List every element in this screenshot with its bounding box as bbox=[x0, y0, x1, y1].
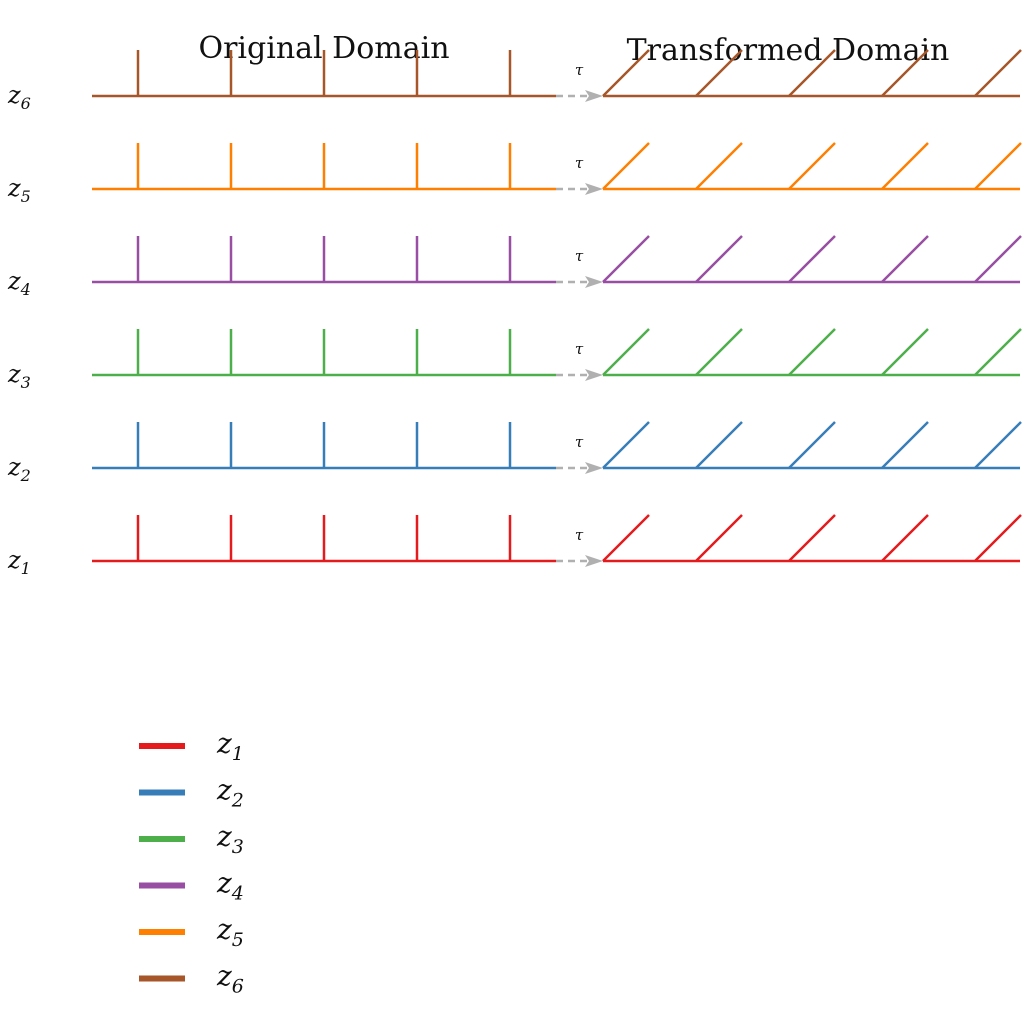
legend-item-z2: z2 bbox=[139, 774, 244, 812]
transform-arrow-head bbox=[585, 555, 603, 567]
transformed-tick bbox=[788, 49, 836, 97]
transform-arrow-head bbox=[585, 462, 603, 474]
tau-label: τ bbox=[575, 154, 584, 172]
row-label-subscript: 3 bbox=[21, 373, 31, 392]
legend-label-subscript: 6 bbox=[232, 976, 244, 998]
tau-label: τ bbox=[575, 433, 584, 451]
row-label-z5: z5 bbox=[7, 174, 31, 206]
transformed-tick bbox=[974, 49, 1022, 97]
row-label-subscript: 5 bbox=[21, 187, 31, 206]
transformed-tick bbox=[788, 421, 836, 469]
tau-label: τ bbox=[575, 526, 584, 544]
transformed-tick bbox=[974, 328, 1022, 376]
legend-label: z1 bbox=[216, 727, 244, 765]
transformed-tick bbox=[602, 49, 650, 97]
legend-item-z4: z4 bbox=[139, 867, 244, 905]
transformed-tick bbox=[695, 421, 743, 469]
legend-label: z4 bbox=[216, 867, 244, 905]
tau-label: τ bbox=[575, 61, 584, 79]
row-label-subscript: 4 bbox=[20, 280, 31, 299]
transformed-tick bbox=[695, 514, 743, 562]
transformed-tick bbox=[881, 328, 929, 376]
transform-arrow-head bbox=[585, 369, 603, 381]
transformed-tick bbox=[695, 142, 743, 190]
transformed-tick bbox=[974, 421, 1022, 469]
legend-label: z3 bbox=[216, 820, 244, 858]
legend-item-z6: z6 bbox=[139, 960, 244, 998]
transformed-tick bbox=[602, 328, 650, 376]
row-label-letter: z bbox=[7, 360, 21, 388]
row-label-subscript: 6 bbox=[21, 94, 31, 113]
transformed-tick bbox=[881, 49, 929, 97]
transformed-tick bbox=[788, 142, 836, 190]
legend-label-letter: z bbox=[216, 820, 232, 853]
transformed-tick bbox=[695, 328, 743, 376]
row-z2: z2 τ bbox=[7, 421, 1022, 485]
tau-label: τ bbox=[575, 247, 584, 265]
row-z1: z1 τ bbox=[7, 514, 1022, 578]
transformed-tick bbox=[974, 142, 1022, 190]
row-label-z3: z3 bbox=[7, 360, 31, 392]
row-label-z6: z6 bbox=[7, 81, 31, 113]
legend-label-letter: z bbox=[216, 774, 232, 807]
legend-label-subscript: 5 bbox=[232, 929, 244, 951]
transform-arrow-head bbox=[585, 183, 603, 195]
transformed-tick bbox=[695, 235, 743, 283]
legend-item-z3: z3 bbox=[139, 820, 244, 858]
legend-label: z6 bbox=[216, 960, 244, 998]
legend-label-letter: z bbox=[216, 867, 232, 900]
transformed-tick bbox=[881, 421, 929, 469]
transformed-tick bbox=[881, 142, 929, 190]
transformed-tick bbox=[881, 235, 929, 283]
legend-label-subscript: 4 bbox=[231, 883, 244, 905]
transform-arrow-head bbox=[585, 90, 603, 102]
row-z6: z6 τ bbox=[7, 49, 1022, 113]
transformed-tick bbox=[602, 142, 650, 190]
row-label-z2: z2 bbox=[7, 453, 31, 485]
transformed-tick bbox=[974, 235, 1022, 283]
row-z3: z3 τ bbox=[7, 328, 1022, 392]
transformed-tick bbox=[881, 514, 929, 562]
legend-label: z2 bbox=[216, 774, 244, 812]
transformed-tick bbox=[788, 328, 836, 376]
row-label-subscript: 2 bbox=[20, 466, 31, 485]
row-label-letter: z bbox=[7, 546, 21, 574]
row-label-subscript: 1 bbox=[21, 559, 31, 578]
tau-label: τ bbox=[575, 340, 584, 358]
legend-label-letter: z bbox=[216, 727, 232, 760]
transformed-tick bbox=[602, 235, 650, 283]
row-label-z4: z4 bbox=[7, 267, 31, 299]
transformed-domain-title: Transformed Domain bbox=[627, 33, 950, 68]
transform-arrow-head bbox=[585, 276, 603, 288]
row-label-z1: z1 bbox=[7, 546, 31, 578]
legend-label-subscript: 1 bbox=[232, 743, 244, 765]
transformed-tick bbox=[788, 514, 836, 562]
legend-label: z5 bbox=[216, 913, 244, 951]
legend-item-z5: z5 bbox=[139, 913, 244, 951]
transformed-tick bbox=[695, 49, 743, 97]
row-z5: z5 τ bbox=[7, 142, 1022, 206]
row-z4: z4 τ bbox=[7, 235, 1022, 299]
transformed-tick bbox=[788, 235, 836, 283]
row-label-letter: z bbox=[7, 267, 21, 295]
row-label-letter: z bbox=[7, 81, 21, 109]
transformed-tick bbox=[974, 514, 1022, 562]
transformed-tick bbox=[602, 514, 650, 562]
legend-label-subscript: 3 bbox=[232, 836, 244, 858]
legend-label-letter: z bbox=[216, 913, 232, 946]
legend-label-letter: z bbox=[216, 960, 232, 993]
row-label-letter: z bbox=[7, 174, 21, 202]
transformed-tick bbox=[602, 421, 650, 469]
legend-label-subscript: 2 bbox=[231, 790, 244, 812]
legend-item-z1: z1 bbox=[139, 727, 244, 765]
row-label-letter: z bbox=[7, 453, 21, 481]
